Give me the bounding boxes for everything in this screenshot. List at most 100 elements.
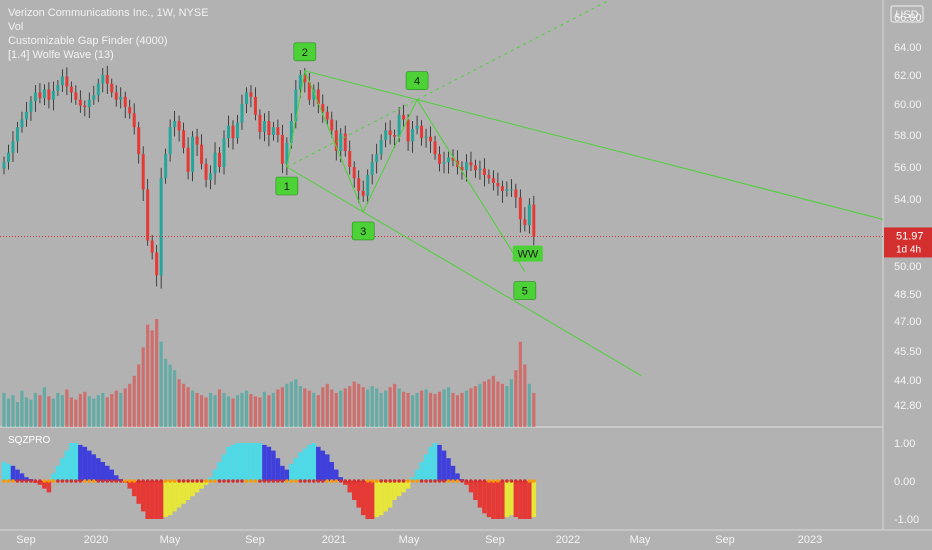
- sqz-dot: [186, 479, 190, 483]
- candle: [271, 121, 275, 141]
- sqz-bar: [114, 475, 119, 481]
- sqz-bar: [509, 481, 514, 516]
- sqz-dot: [15, 479, 20, 483]
- volume-bar: [339, 390, 343, 427]
- volume-bar: [47, 396, 51, 427]
- sqz-bar: [78, 444, 83, 481]
- candle: [473, 159, 477, 178]
- candle: [509, 179, 513, 197]
- candle: [420, 120, 424, 146]
- volume-bar: [173, 370, 177, 427]
- sqz-bar: [374, 481, 379, 518]
- sqz-bar: [383, 481, 388, 512]
- volume-bar: [65, 389, 69, 427]
- sqz-dot: [96, 479, 101, 483]
- axis-background: [883, 0, 932, 550]
- sqz-dot: [38, 479, 42, 483]
- candle: [132, 103, 136, 135]
- sqz-bar: [271, 450, 276, 481]
- time-axis[interactable]: Sep 2020 May Sep 2021 May Sep 2022 May Sep 2023: [16, 534, 822, 546]
- wolfe-point-4: 4: [405, 71, 429, 90]
- legend-vol[interactable]: Vol: [8, 21, 24, 33]
- svg-text:2: 2: [302, 47, 308, 59]
- candle: [78, 90, 82, 113]
- candle: [47, 82, 51, 109]
- sqz-bar: [1, 462, 7, 481]
- candle: [447, 151, 451, 174]
- svg-text:USD: USD: [895, 9, 918, 21]
- oscillator-label[interactable]: SQZPRO: [8, 435, 51, 446]
- legend-wolfe-wave[interactable]: [1.4] Wolfe Wave (13): [8, 49, 114, 61]
- legend-gap-finder[interactable]: Customizable Gap Finder (4000): [8, 35, 168, 47]
- sqz-bar: [55, 465, 61, 481]
- sqz-bar: [24, 477, 29, 481]
- candle: [119, 87, 123, 109]
- sqz-bar: [302, 448, 308, 481]
- sqz-dot: [249, 479, 253, 483]
- symbol-title[interactable]: Verizon Communications Inc., 1W, NYSE: [8, 7, 209, 19]
- sqz-bar: [360, 481, 366, 516]
- volume-bar: [473, 386, 478, 427]
- sqz-dot: [51, 479, 56, 483]
- sqz-dot: [20, 479, 24, 483]
- axis-badges: USD 51.97 1d 4h: [884, 5, 932, 258]
- svg-text:3: 3: [360, 226, 366, 238]
- candle: [128, 99, 132, 119]
- sqz-bar: [221, 454, 227, 481]
- sqz-dot: [87, 479, 92, 483]
- sqz-bar: [69, 443, 74, 481]
- volume-bar: [388, 387, 392, 427]
- sqz-bar: [127, 481, 132, 489]
- candle: [101, 68, 105, 93]
- volume-bar: [384, 390, 388, 427]
- sqz-bar: [396, 481, 402, 497]
- sqz-bar: [405, 481, 411, 489]
- sqz-dot: [419, 479, 424, 483]
- candle: [222, 130, 226, 175]
- sqz-bar: [325, 454, 330, 481]
- sqz-bar: [181, 481, 186, 504]
- svg-text:1d 4h: 1d 4h: [896, 244, 921, 255]
- sqz-bar: [158, 481, 164, 519]
- sqz-dot: [532, 479, 536, 483]
- sqz-dot: [428, 479, 433, 483]
- volume-bar: [123, 388, 127, 427]
- sqz-bar: [51, 473, 56, 481]
- sqz-bar: [437, 444, 442, 481]
- sqz-bar: [212, 469, 218, 481]
- candle: [343, 125, 347, 157]
- candle: [164, 148, 168, 184]
- volume-bar: [482, 381, 487, 427]
- volume-bar: [74, 399, 78, 427]
- volume-bar: [289, 381, 293, 427]
- volume-bar: [491, 375, 496, 427]
- candle: [532, 195, 536, 246]
- volume-bar: [190, 390, 195, 427]
- volume-bar: [397, 388, 401, 427]
- candle: [114, 85, 118, 107]
- candle: [244, 87, 248, 114]
- candle: [213, 142, 217, 185]
- sqz-bar: [298, 452, 303, 481]
- volume-bar: [527, 383, 531, 427]
- volume-bar: [240, 392, 244, 427]
- sqz-bar: [334, 469, 339, 481]
- sqz-bar: [482, 481, 487, 514]
- wolfe-wave-tag: WW: [512, 245, 543, 262]
- sqz-dot: [478, 479, 482, 483]
- volume-bar: [83, 391, 87, 427]
- volume-bars: [2, 319, 536, 427]
- candle: [168, 119, 172, 162]
- sqz-bar: [410, 477, 415, 481]
- volume-bar: [280, 387, 284, 427]
- oscillator-axis[interactable]: 1.00 0.00 -1.00: [894, 438, 919, 526]
- candle: [496, 172, 500, 196]
- price-tick-label: 42.80: [894, 400, 922, 412]
- sqz-dot: [320, 479, 325, 483]
- sqz-bar: [244, 443, 249, 481]
- sqzpro-histogram: [1, 443, 537, 519]
- candle: [105, 65, 109, 94]
- volume-bar: [204, 397, 208, 427]
